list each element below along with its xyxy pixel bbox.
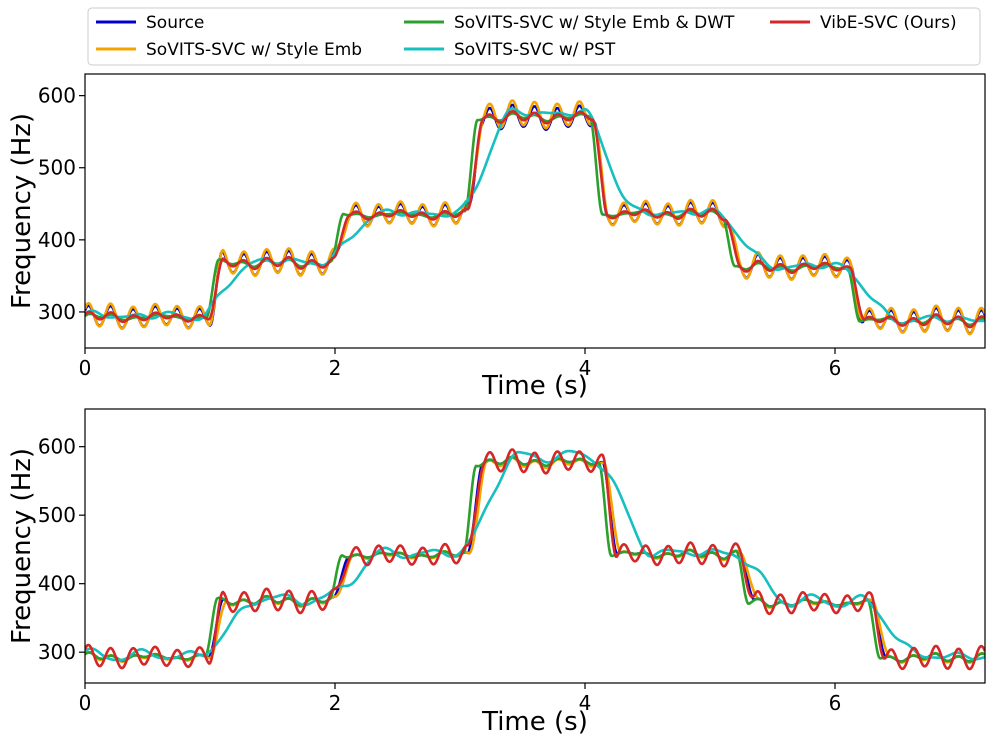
legend-label-style-emb-dwt: SoVITS-SVC w/ Style Emb & DWT xyxy=(454,13,735,33)
y-axis-label-top: Frequency (Hz) xyxy=(7,113,37,309)
x-tick-label: 6 xyxy=(829,356,842,380)
y-tick-label: 600 xyxy=(38,84,76,108)
x-axis-label-top: Time (s) xyxy=(481,371,588,401)
series-line-source xyxy=(85,103,985,335)
x-axis-label-bottom: Time (s) xyxy=(481,707,588,737)
legend-label-style-emb: SoVITS-SVC w/ Style Emb xyxy=(146,40,362,60)
ticks-bottom: 0 2 4 6 300 400 500 600 xyxy=(38,435,842,715)
series-layer-top xyxy=(85,99,985,336)
series-line-pst xyxy=(85,449,985,662)
x-tick-label: 0 xyxy=(79,356,92,380)
legend-label-source: Source xyxy=(146,13,204,33)
legend-entry-style-emb-dwt: SoVITS-SVC w/ Style Emb & DWT xyxy=(404,13,735,33)
series-line-pst xyxy=(85,107,985,325)
legend-entry-source: Source xyxy=(96,13,204,33)
axes-frame-bottom xyxy=(84,408,986,684)
series-line-vibe xyxy=(85,110,985,329)
y-tick-label: 500 xyxy=(38,503,76,527)
axes-frame-top xyxy=(84,73,986,349)
legend: Source SoVITS-SVC w/ Style Emb SoVITS-SV… xyxy=(87,7,981,66)
y-tick-label: 400 xyxy=(38,228,76,252)
y-tick-label: 500 xyxy=(38,156,76,180)
chart-panel-top: 0 2 4 6 300 400 500 600 Time (s) Frequency (Hz) xyxy=(7,73,986,401)
y-axis-label-bottom: Frequency (Hz) xyxy=(7,448,37,644)
series-line-style-emb xyxy=(85,99,985,336)
series-line-style-emb-dwt xyxy=(85,112,985,327)
y-tick-label: 300 xyxy=(38,640,76,664)
legend-label-pst: SoVITS-SVC w/ PST xyxy=(454,40,616,60)
x-tick-label: 4 xyxy=(579,691,592,715)
legend-entry-vibe: VibE-SVC (Ours) xyxy=(770,13,957,33)
x-tick-label: 2 xyxy=(329,356,342,380)
y-tick-label: 600 xyxy=(38,435,76,459)
x-tick-label: 0 xyxy=(79,691,92,715)
x-tick-label: 2 xyxy=(329,691,342,715)
chart-panel-bottom: 0 2 4 6 300 400 500 600 Time (s) Frequency (Hz) xyxy=(7,408,986,737)
legend-entry-pst: SoVITS-SVC w/ PST xyxy=(404,40,616,60)
series-line-style-emb-dwt xyxy=(85,455,985,663)
series-layer-bottom xyxy=(85,448,985,671)
legend-entry-style-emb: SoVITS-SVC w/ Style Emb xyxy=(96,40,362,60)
legend-frame xyxy=(87,7,981,66)
x-tick-label: 4 xyxy=(579,356,592,380)
legend-label-vibe: VibE-SVC (Ours) xyxy=(820,13,957,33)
ticks-top: 0 2 4 6 300 400 500 600 xyxy=(38,84,842,380)
x-tick-label: 6 xyxy=(829,691,842,715)
y-tick-label: 400 xyxy=(38,572,76,596)
series-line-vibe xyxy=(85,448,985,671)
y-tick-label: 300 xyxy=(38,300,76,324)
series-line-source xyxy=(85,455,985,663)
series-line-style-emb xyxy=(85,456,985,664)
